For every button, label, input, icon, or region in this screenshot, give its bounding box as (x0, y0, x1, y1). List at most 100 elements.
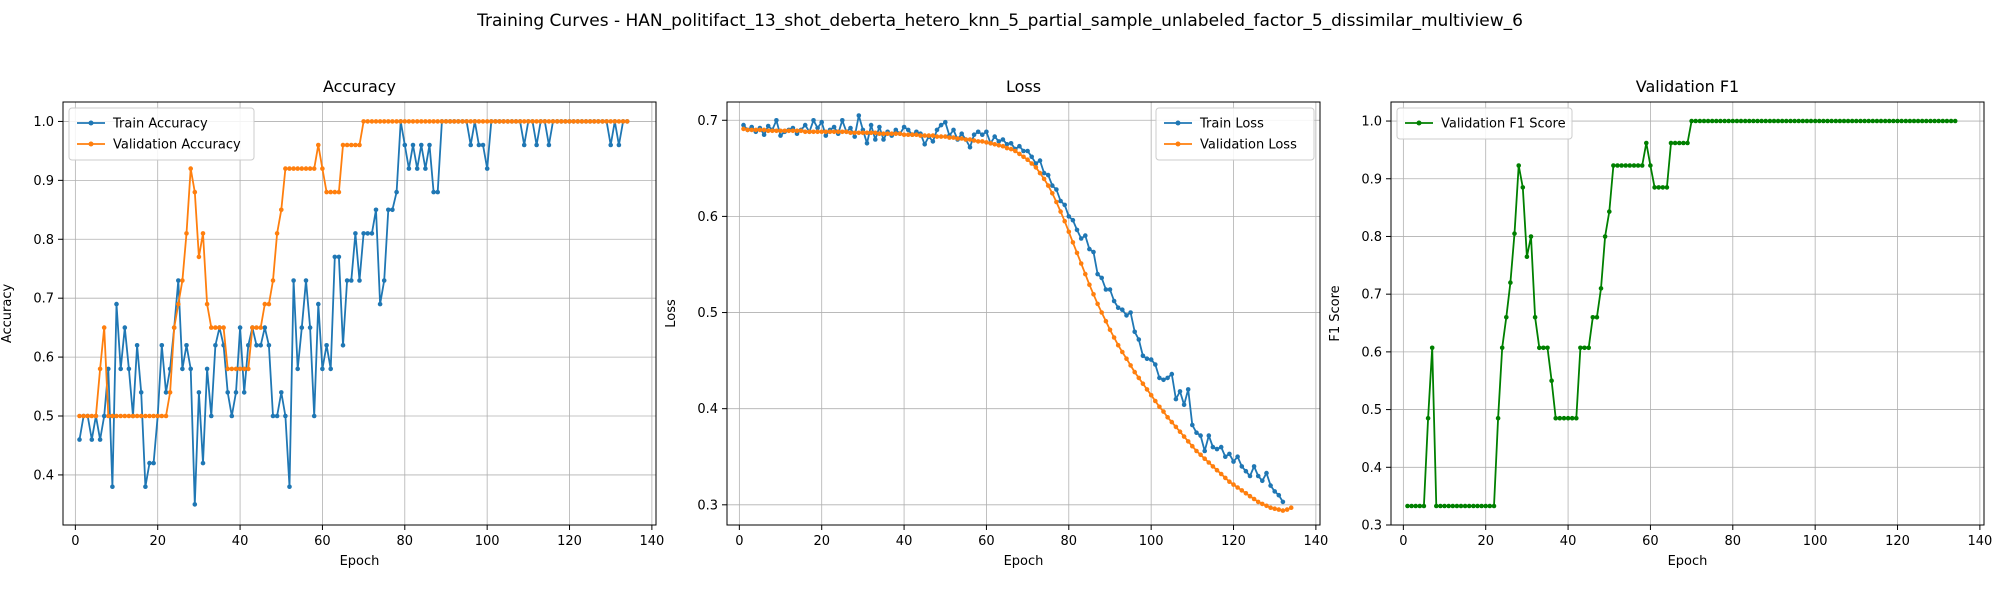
data-point (1623, 163, 1628, 168)
data-point (283, 413, 288, 419)
data-point (1210, 444, 1216, 450)
data-point (1190, 443, 1195, 449)
x-tick-label: 100 (475, 534, 500, 549)
data-point (283, 166, 288, 171)
x-tick-label: 40 (1560, 534, 1577, 549)
data-point (386, 207, 391, 213)
data-point (1272, 506, 1277, 512)
data-point (513, 119, 519, 124)
chart-panel-1: 0 20 40 60 80 100 120 140 0.3 0.4 0.5 0.6 0.7 Loss Epo… (664, 77, 1328, 569)
data-point (386, 119, 391, 124)
data-point (1924, 118, 1929, 124)
data-point (823, 133, 829, 138)
data-point (1280, 508, 1286, 513)
data-point (745, 127, 750, 133)
data-point (1033, 161, 1039, 166)
data-point (1181, 434, 1187, 439)
data-point (1858, 118, 1863, 124)
data-point (1755, 118, 1760, 124)
data-point (571, 119, 576, 124)
y-axis-label: Accuracy (0, 284, 15, 344)
data-point (873, 130, 878, 136)
data-point (237, 325, 243, 330)
x-tick-label: 120 (1885, 534, 1910, 549)
data-point (542, 119, 548, 124)
data-point (1173, 396, 1179, 402)
data-point (373, 207, 379, 213)
data-point (1763, 118, 1768, 124)
y-tick-label: 0.9 (1361, 172, 1382, 187)
data-point (881, 137, 886, 142)
data-point (328, 189, 334, 195)
data-point (406, 119, 412, 124)
x-tick-label: 60 (314, 534, 331, 549)
data-point (1054, 187, 1059, 192)
data-point (435, 119, 441, 124)
data-point (225, 366, 230, 372)
data-point (930, 133, 936, 138)
data-point (1251, 464, 1257, 469)
data-point (1602, 234, 1608, 239)
data-point (1029, 154, 1034, 160)
data-point (1685, 140, 1690, 146)
data-point (1948, 118, 1954, 124)
data-point (200, 460, 206, 466)
y-axis-label: Loss (664, 299, 679, 328)
data-point (1004, 145, 1010, 151)
data-point (1475, 503, 1480, 509)
data-point (505, 119, 511, 124)
data-point (266, 343, 272, 348)
data-point (443, 119, 449, 124)
data-point (414, 119, 420, 124)
data-point (237, 366, 243, 372)
x-tick-label: 80 (397, 534, 414, 549)
legend-box (1396, 107, 1573, 140)
data-point (1260, 478, 1265, 484)
data-point (1681, 140, 1686, 146)
data-point (1247, 493, 1253, 499)
data-point (844, 129, 849, 135)
x-axis-label: Epoch (1004, 554, 1044, 569)
data-point (1911, 118, 1917, 124)
data-point (963, 137, 969, 142)
axes-frame (1390, 101, 1985, 526)
data-point (567, 119, 572, 124)
data-point (1648, 163, 1653, 168)
data-point (476, 142, 482, 148)
data-point (402, 119, 408, 124)
data-point (1454, 503, 1460, 509)
data-point (951, 127, 956, 133)
data-point (394, 119, 399, 124)
data-point (377, 301, 383, 307)
data-point (1742, 118, 1748, 124)
data-point (1272, 489, 1277, 494)
data-point (369, 119, 375, 124)
data-point (262, 301, 268, 307)
data-point (1169, 371, 1175, 377)
data-point (110, 484, 115, 490)
data-point (1144, 356, 1150, 362)
x-tick-label: 120 (1221, 534, 1246, 549)
data-point (765, 128, 771, 134)
data-point (1194, 448, 1199, 454)
data-point (1008, 141, 1014, 146)
x-tick-label: 120 (557, 534, 582, 549)
data-point (534, 119, 539, 124)
data-point (938, 134, 944, 139)
data-point (332, 254, 338, 260)
data-point (126, 366, 132, 372)
data-point (554, 119, 560, 124)
data-point (188, 366, 193, 372)
data-point (1070, 240, 1076, 245)
data-point (996, 143, 1002, 148)
data-point (938, 122, 944, 128)
x-tick-label: 100 (1139, 534, 1164, 549)
data-point (1462, 503, 1468, 509)
data-point (790, 128, 796, 134)
x-tick-label: 20 (1477, 534, 1494, 549)
data-point (480, 119, 486, 124)
data-point (616, 142, 622, 148)
data-point (831, 129, 837, 135)
data-point (1062, 202, 1067, 208)
data-point (741, 126, 746, 132)
